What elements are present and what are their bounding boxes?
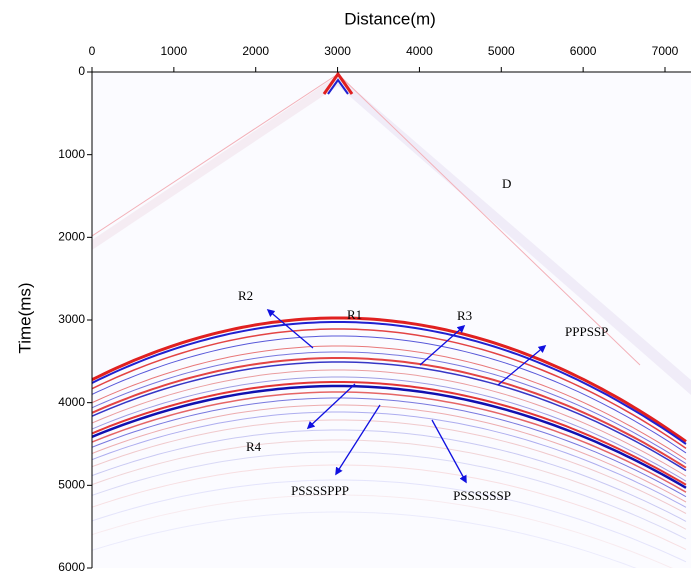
x-tick-label: 2000	[242, 44, 269, 58]
reflection-event	[92, 391, 687, 493]
reflection-event	[92, 361, 687, 472]
reflection-event	[92, 345, 687, 460]
annotation: R3	[457, 308, 472, 323]
annotation-arrow	[266, 308, 314, 349]
reflection-event	[92, 316, 687, 443]
annotation: PPPSSP	[565, 324, 608, 339]
x-tick-label: 0	[89, 44, 96, 58]
reflection-event	[92, 328, 687, 450]
reflection-event	[92, 351, 687, 465]
reflection-event	[92, 384, 687, 489]
reflection-event	[92, 429, 687, 522]
annotation: R1	[347, 307, 362, 322]
reflection-event	[92, 376, 687, 482]
y-tick-label: 6000	[58, 560, 85, 574]
direct-wave	[337, 73, 641, 366]
annotation-arrow	[335, 404, 381, 476]
reflection-event	[92, 511, 637, 568]
x-tick-label: 4000	[406, 44, 433, 58]
y-tick-label: 0	[78, 64, 85, 78]
y-tick-label: 2000	[58, 230, 85, 244]
reflection-event	[92, 411, 687, 508]
y-tick-label: 5000	[58, 478, 85, 492]
annotation-arrow	[306, 383, 356, 430]
annotation: PSSSSPPP	[291, 483, 349, 498]
y-tick-label: 4000	[58, 395, 85, 409]
apex	[322, 72, 354, 95]
reflection-event	[92, 494, 673, 568]
x-axis-label: Distance(m)	[344, 9, 436, 28]
apex	[327, 78, 349, 95]
annotation: R4	[246, 439, 262, 454]
x-tick-label: 5000	[488, 44, 515, 58]
reflection-event	[92, 451, 687, 540]
annotation: R2	[238, 288, 253, 303]
reflection-event	[92, 335, 687, 454]
reflection-event	[92, 439, 687, 530]
reflection-event	[92, 404, 687, 503]
direct-wave	[92, 75, 338, 250]
reflection-event	[92, 419, 687, 514]
direct-wave	[338, 75, 691, 395]
annotation-arrow	[497, 345, 547, 386]
reflection-event	[92, 397, 687, 498]
x-tick-label: 6000	[570, 44, 597, 58]
seismic-image	[92, 72, 691, 568]
y-tick-label: 1000	[58, 147, 85, 161]
axes: 0 1000 2000 3000 4000 5000 6000 7000 0 1000 2000 30…	[58, 44, 691, 574]
annotation-arrow	[431, 419, 467, 484]
x-tick-label: 7000	[652, 44, 679, 58]
annotation: D	[502, 176, 511, 191]
reflection-event	[92, 479, 687, 563]
reflection-event	[92, 357, 687, 469]
x-tick-label: 1000	[161, 44, 188, 58]
reflection-event	[92, 321, 687, 445]
reflection-event	[92, 464, 687, 550]
y-axis-label: Time(ms)	[15, 282, 34, 353]
annotation-arrow	[419, 324, 466, 366]
x-tick-label: 3000	[324, 44, 351, 58]
annotation: PSSSSSSP	[453, 488, 511, 503]
direct-wave	[92, 73, 339, 237]
reflection-event	[92, 381, 687, 486]
y-tick-label: 3000	[58, 312, 85, 326]
reflection-event	[92, 369, 687, 477]
